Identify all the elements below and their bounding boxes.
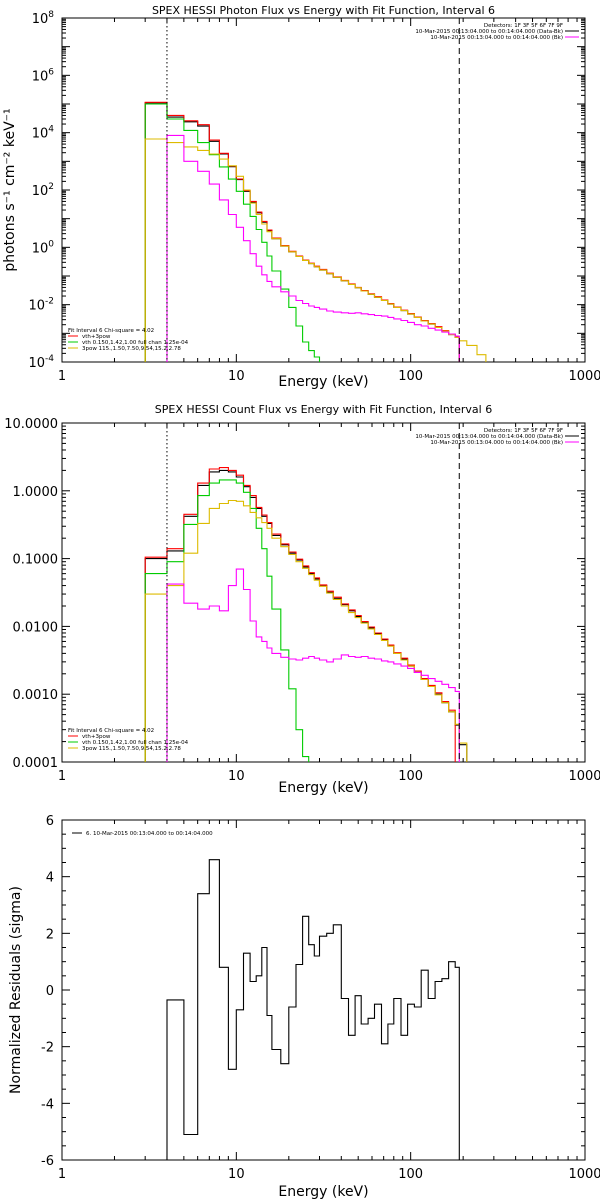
- y-tick-label: -6: [41, 1154, 54, 1169]
- y-tick-label: 2: [46, 927, 54, 942]
- series-line-3: [144, 479, 310, 762]
- x-tick-label: 10: [228, 1167, 245, 1182]
- series-line-1: [166, 859, 460, 1160]
- y-tick-label: 10-4: [28, 354, 54, 371]
- series-group: [144, 467, 468, 762]
- plot-frame: [61, 819, 586, 1161]
- y-tick-label-exp: 6: [48, 67, 54, 77]
- x-axis-label: Energy (keV): [278, 374, 368, 390]
- x-tick-label: 10: [228, 369, 245, 384]
- chart-panel-2: SPEX HESSI Count Flux vs Energy with Fit…: [4, 403, 600, 796]
- series-group: [166, 859, 460, 1160]
- y-tick-label: 1.0000: [13, 485, 59, 500]
- y-tick-label: 0.1000: [13, 553, 59, 568]
- x-axis: 1 10 100 1000 Energy (keV): [58, 423, 600, 796]
- series-line-2: [144, 467, 456, 762]
- y-tick-label: 100: [32, 239, 55, 256]
- legend-entry: vth 0.150,1.42,1.00 full chan 1.25e-04: [82, 740, 189, 746]
- legend-bottom-left: Fit Interval 6 Chi-square = 4.02vth+3pow…: [68, 728, 189, 752]
- x-tick-label: 1: [58, 1167, 66, 1182]
- legend: 6. 10-Mar-2015 00:13:04.000 to 00:14:04.…: [72, 831, 213, 837]
- y-tick-label: 0.0001: [13, 756, 59, 771]
- y-tick-label: 4: [46, 871, 54, 886]
- legend-entry: 10-Mar-2015 00:13:04.000 to 00:14:04.000…: [430, 440, 563, 446]
- y-tick-label: 106: [32, 67, 55, 84]
- y-axis-label: photons s⁻¹ cm⁻² keV⁻¹: [2, 108, 18, 271]
- chart-title: SPEX HESSI Count Flux vs Energy with Fit…: [155, 403, 492, 416]
- x-tick-label: 1: [58, 369, 66, 384]
- y-tick-label: 108: [32, 10, 55, 27]
- legend-entry: vth 0.150,1.42,1.00 full chan 1.25e-04: [82, 340, 189, 346]
- series-line-4: [144, 138, 487, 362]
- chart-panel-3: 1 10 100 1000 Energy (keV) -6 -4 -2 0 2 4 6 Normaliz…: [8, 814, 600, 1200]
- y-tick-label-base: 10: [28, 356, 45, 371]
- y-tick-label-base: 10: [28, 299, 45, 314]
- legend-bottom-left: Fit Interval 6 Chi-square = 4.02vth+3pow…: [68, 328, 189, 352]
- legend-entry: 3pow 115.,1.50,7.50,9.54,15.2,2.78: [82, 746, 181, 752]
- legend-entry: Detectors: 1F 3F 5F 6F 7F 9F: [484, 428, 563, 434]
- x-tick-label: 100: [398, 369, 423, 384]
- legend-entry: 6. 10-Mar-2015 00:13:04.000 to 00:14:04.…: [86, 831, 213, 837]
- y-tick-label-base: 10: [32, 184, 49, 199]
- x-tick-label: 100: [398, 769, 423, 784]
- x-tick-label: 1: [58, 769, 66, 784]
- y-tick-label: -2: [41, 1041, 54, 1056]
- y-tick-label-base: 10: [32, 241, 49, 256]
- x-axis: 1 10 100 1000 Energy (keV): [58, 820, 600, 1200]
- legend-entry: Detectors: 1F 3F 5F 6F 7F 9F: [484, 23, 563, 29]
- y-tick-label: 0.0100: [13, 620, 59, 635]
- series-line-1: [144, 469, 468, 762]
- x-axis: 1 10 100 1000 Energy (keV): [58, 18, 600, 390]
- y-tick-label: 0.0010: [13, 688, 59, 703]
- chart-title: SPEX HESSI Photon Flux vs Energy with Fi…: [152, 4, 495, 17]
- y-tick-label-exp: 4: [48, 125, 54, 135]
- x-tick-label: 1000: [568, 369, 600, 384]
- y-tick-label-base: 10: [32, 69, 49, 84]
- x-axis-label: Energy (keV): [278, 780, 368, 796]
- series-line-4: [144, 499, 468, 762]
- legend-entry: Fit Interval 6 Chi-square = 4.02: [68, 728, 154, 734]
- y-tick-label-exp: 0: [48, 239, 54, 249]
- series-group: [144, 101, 487, 362]
- legend-entry: vth+3pow: [82, 334, 111, 340]
- y-tick-label-exp: 8: [48, 10, 54, 20]
- legend-entry: 10-Mar-2015 00:13:04.000 to 00:14:04.000…: [430, 35, 563, 41]
- y-tick-label: 10.0000: [4, 417, 58, 432]
- x-tick-label: 1000: [568, 1167, 600, 1182]
- y-tick-label-exp: -2: [45, 297, 54, 307]
- plot-frame: [61, 422, 586, 763]
- legend-top-right: Detectors: 1F 3F 5F 6F 7F 9F10-Mar-2015 …: [415, 428, 579, 446]
- x-axis-label: Energy (keV): [278, 1184, 368, 1200]
- legend-entry: 3pow 115.,1.50,7.50,9.54,15.2,2.78: [82, 346, 181, 352]
- y-tick-label: 6: [46, 814, 54, 829]
- x-tick-label: 10: [228, 769, 245, 784]
- legend-entry: Fit Interval 6 Chi-square = 4.02: [68, 328, 154, 334]
- y-tick-label-exp: 2: [48, 182, 54, 192]
- y-tick-label: -4: [41, 1097, 54, 1112]
- y-tick-label-exp: -4: [45, 354, 54, 364]
- y-axis: -6 -4 -2 0 2 4 6 Normalized Residuals (sigma): [8, 814, 585, 1169]
- x-tick-label: 1000: [568, 769, 600, 784]
- chart-panel-1: SPEX HESSI Photon Flux vs Energy with Fi…: [2, 4, 600, 390]
- y-tick-label: 0: [46, 984, 54, 999]
- y-tick-label-base: 10: [32, 127, 49, 142]
- y-axis-label: Normalized Residuals (sigma): [8, 886, 24, 1094]
- y-tick-label: 102: [32, 182, 54, 199]
- series-line-5: [166, 568, 460, 762]
- legend-top-right: Detectors: 1F 3F 5F 6F 7F 9F10-Mar-2015 …: [415, 23, 579, 41]
- y-tick-label: 10-2: [28, 297, 54, 314]
- legend-entry: 10-Mar-2015 00:13:04.000 to 00:14:04.000…: [415, 434, 563, 440]
- series-line-5: [166, 134, 460, 362]
- plot-frame: [61, 17, 586, 363]
- x-tick-label: 100: [398, 1167, 423, 1182]
- y-axis: 0.0001 0.0010 0.0100 0.1000 1.0000 10.0000: [4, 417, 585, 771]
- y-tick-label: 104: [32, 125, 55, 142]
- legend-entry: 10-Mar-2015 00:13:04.000 to 00:14:04.000…: [415, 29, 563, 35]
- series-line-3: [144, 103, 321, 362]
- y-tick-label-base: 10: [32, 12, 49, 27]
- legend-entry: vth+3pow: [82, 734, 111, 740]
